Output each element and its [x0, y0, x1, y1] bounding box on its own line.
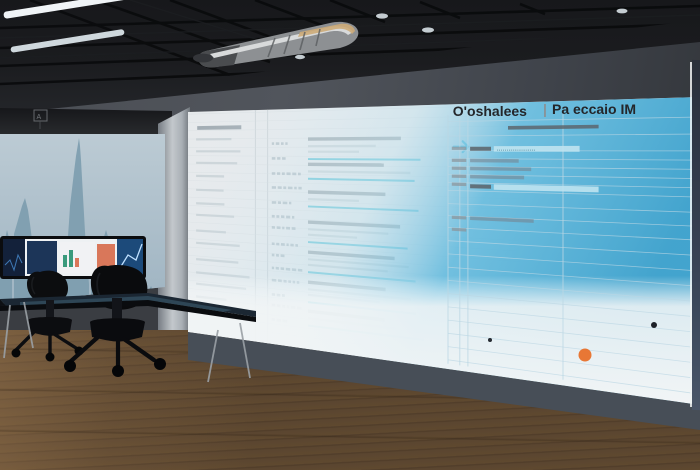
svg-text:....................: .................... [497, 146, 536, 153]
